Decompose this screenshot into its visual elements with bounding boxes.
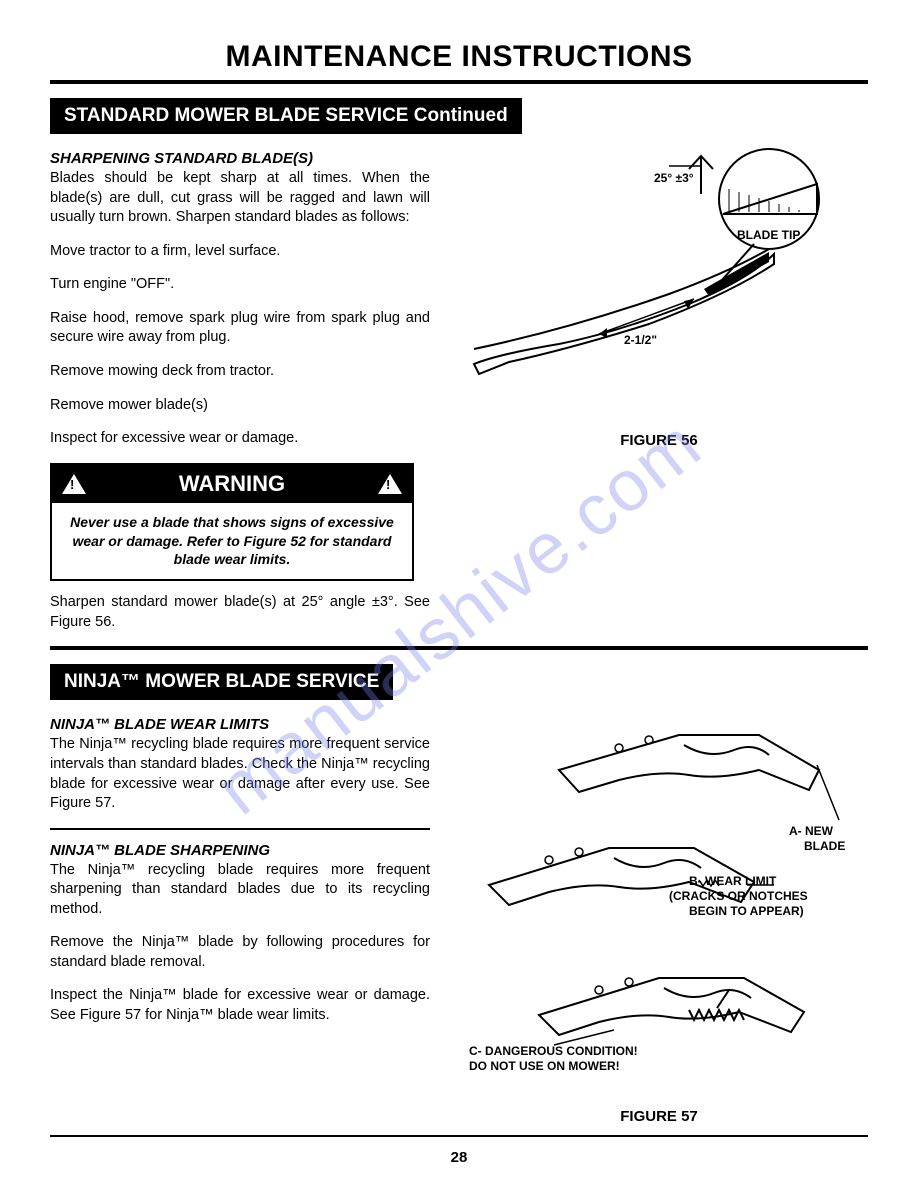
section-bar-standard: STANDARD MOWER BLADE SERVICE Continued <box>50 98 522 134</box>
subhead-sharpening: SHARPENING STANDARD BLADE(S) <box>50 150 430 167</box>
page-title: MAINTENANCE INSTRUCTIONS <box>50 40 868 74</box>
fig56-angle-label: 25° ±3° <box>654 171 694 185</box>
after-warning-text: Sharpen standard mower blade(s) at 25° a… <box>50 593 430 632</box>
sub-divider <box>50 828 430 830</box>
step-3: Raise hood, remove spark plug wire from … <box>50 309 430 348</box>
fig57-label-c2: DO NOT USE ON MOWER! <box>469 1059 620 1073</box>
title-rule <box>50 80 868 84</box>
figure-56-svg: 25° ±3° BLADE TIP 2-1/2" <box>469 144 849 424</box>
fig57-label-a-2: BLADE <box>804 839 845 853</box>
step-5: Remove mower blade(s) <box>50 396 430 416</box>
fig56-dim-label: 2-1/2" <box>624 333 657 347</box>
page-number: 28 <box>50 1149 868 1166</box>
fig57-label-b1: B- WEAR LIMIT <box>689 874 777 888</box>
ninja-sharpen-p1: The Ninja™ recycling blade requires more… <box>50 861 430 920</box>
ninja-sharpen-p2: Remove the Ninja™ blade by following pro… <box>50 933 430 972</box>
footer-rule <box>50 1135 868 1137</box>
section-divider <box>50 646 868 650</box>
step-2: Turn engine "OFF". <box>50 275 430 295</box>
figure-57-caption: FIGURE 57 <box>450 1108 868 1125</box>
warning-title: WARNING <box>179 471 285 497</box>
section-bar-ninja: NINJA™ MOWER BLADE SERVICE <box>50 664 393 700</box>
warning-triangle-icon <box>62 474 86 494</box>
ninja-sharpen-p3: Inspect the Ninja™ blade for excessive w… <box>50 986 430 1025</box>
subhead-ninja-wear: NINJA™ BLADE WEAR LIMITS <box>50 716 430 733</box>
step-6: Inspect for excessive wear or damage. <box>50 429 430 449</box>
step-1: Move tractor to a firm, level surface. <box>50 242 430 262</box>
fig57-label-c1: C- DANGEROUS CONDITION! <box>469 1044 638 1058</box>
subhead-ninja-sharpen: NINJA™ BLADE SHARPENING <box>50 842 430 859</box>
warning-body: Never use a blade that shows signs of ex… <box>52 503 412 580</box>
fig57-label-a-1: A- NEW <box>789 824 834 838</box>
warning-box: WARNING Never use a blade that shows sig… <box>50 463 414 582</box>
figure-57-svg: A- NEW BLADE B- WEAR LIMIT (CRACKS OR NO… <box>459 710 859 1100</box>
warning-header: WARNING <box>52 465 412 503</box>
fig57-label-b2: (CRACKS OR NOTCHES <box>669 889 808 903</box>
fig56-tip-label: BLADE TIP <box>737 228 800 242</box>
sharpening-intro: Blades should be kept sharp at all times… <box>50 169 430 228</box>
step-4: Remove mowing deck from tractor. <box>50 362 430 382</box>
ninja-wear-text: The Ninja™ recycling blade requires more… <box>50 735 430 813</box>
figure-56-caption: FIGURE 56 <box>450 432 868 449</box>
warning-triangle-icon <box>378 474 402 494</box>
fig57-label-b3: BEGIN TO APPEAR) <box>689 904 804 918</box>
